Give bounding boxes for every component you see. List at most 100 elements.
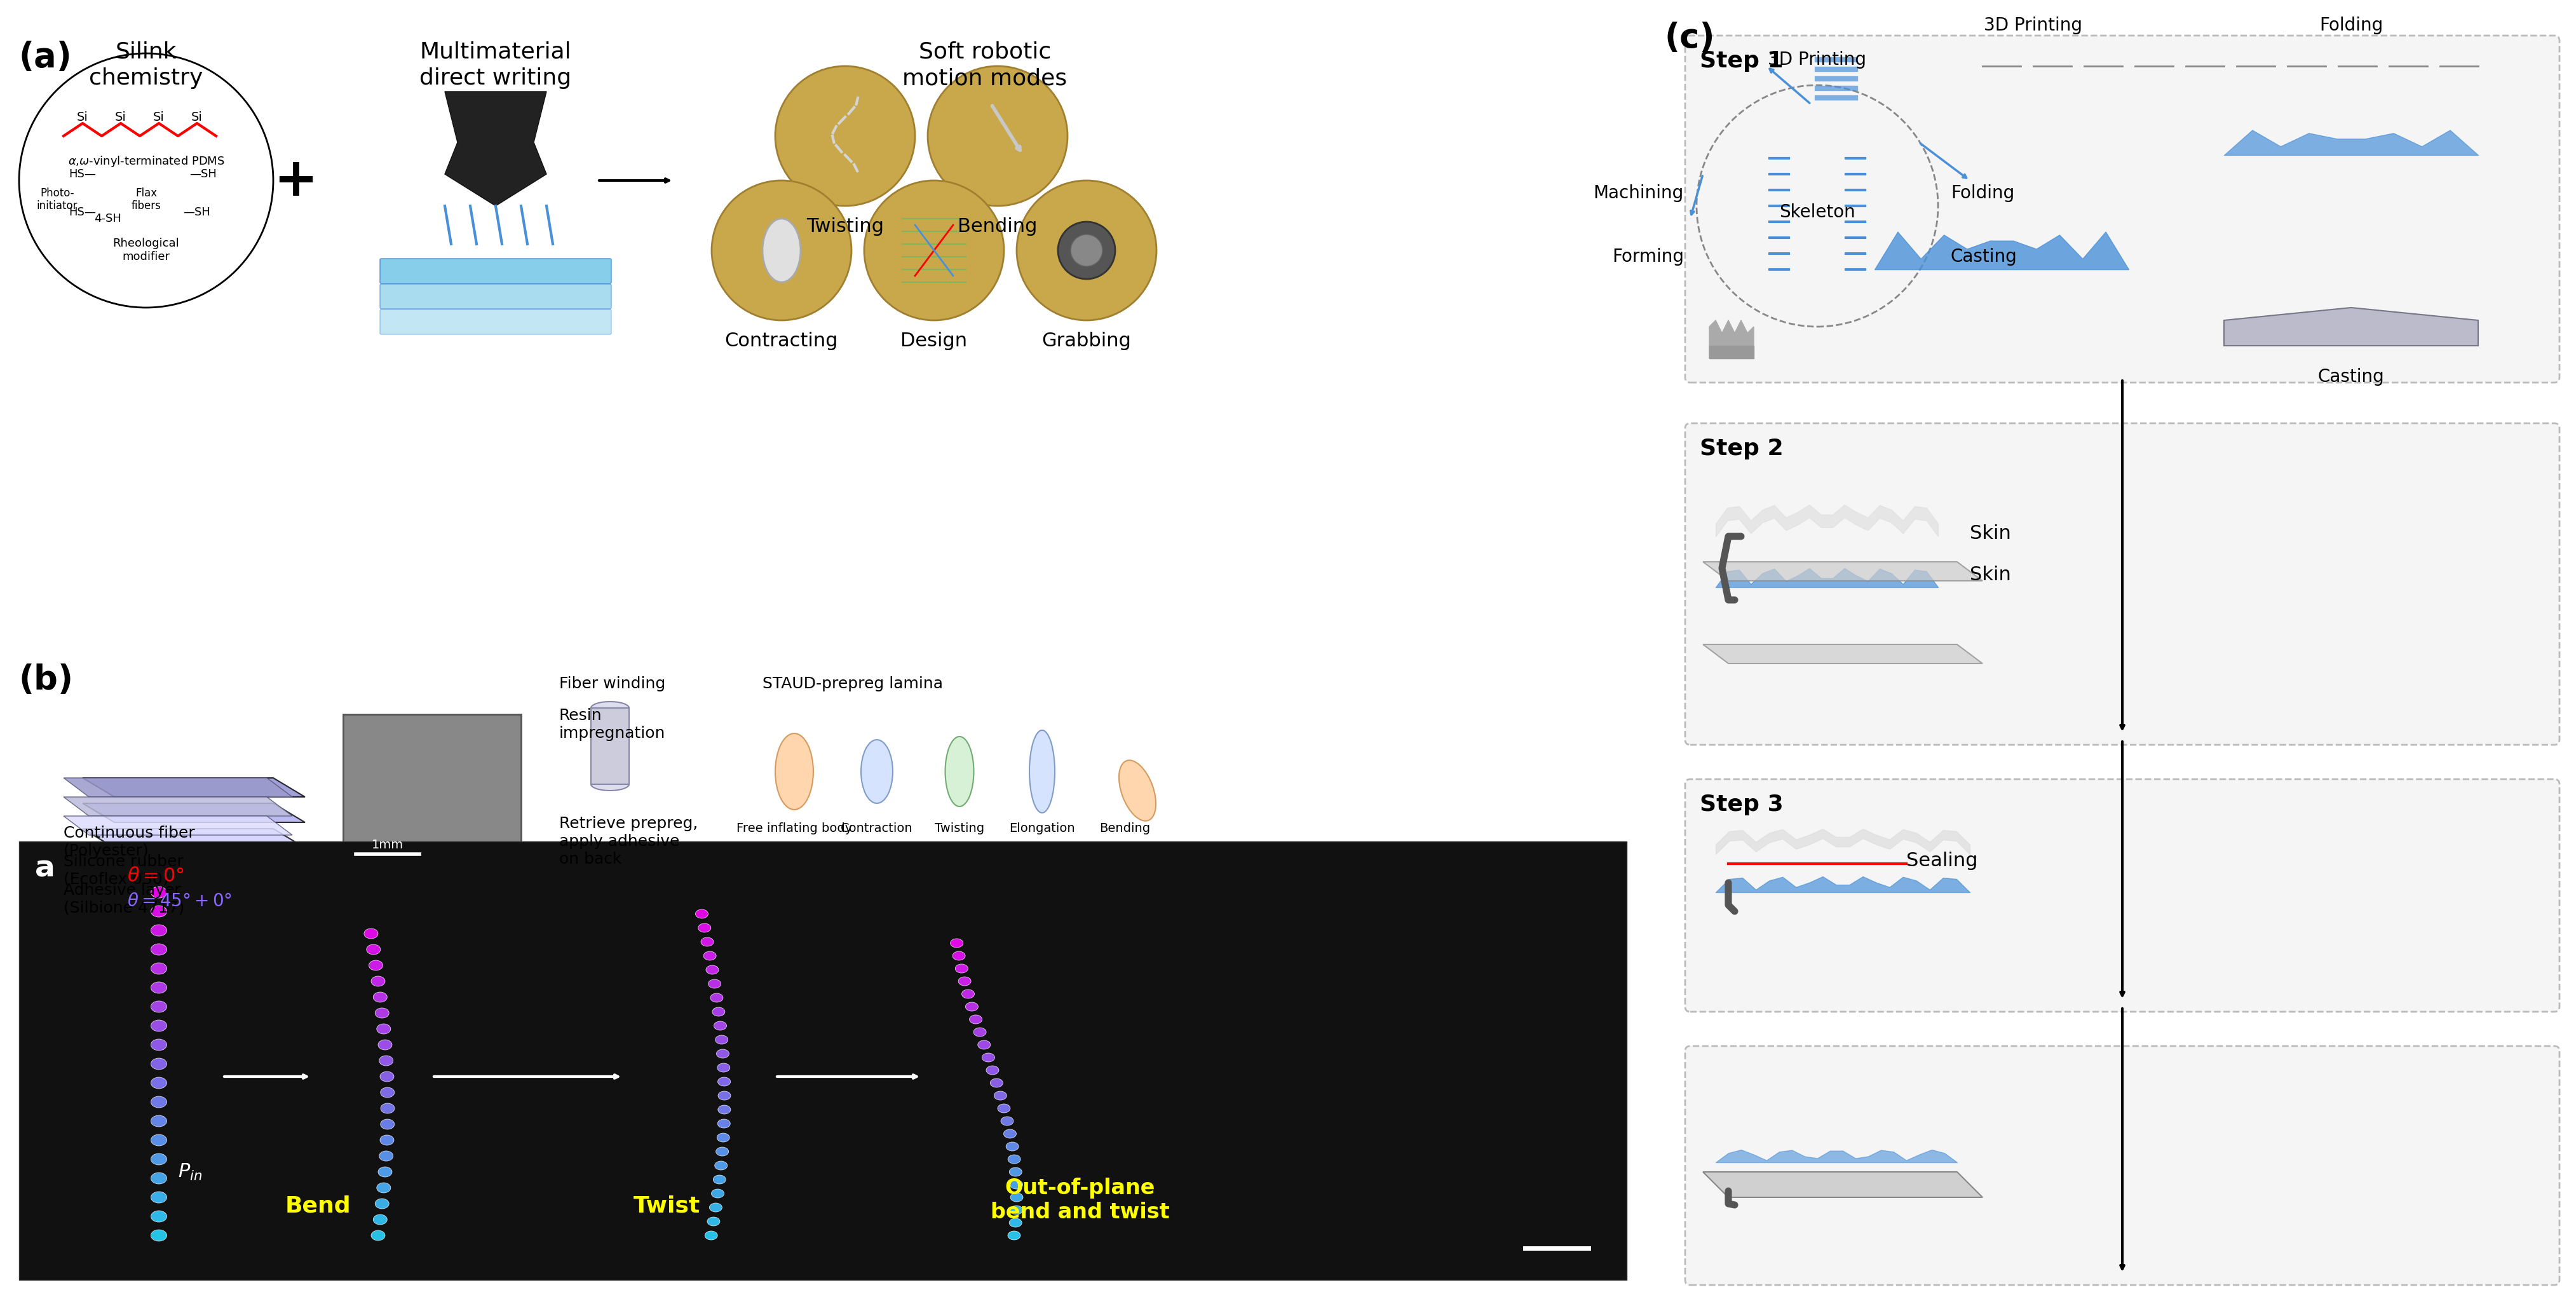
Circle shape <box>1059 222 1115 279</box>
Text: Retrieve prepreg,
apply adhesive
on back: Retrieve prepreg, apply adhesive on back <box>559 816 698 866</box>
Ellipse shape <box>775 734 814 809</box>
Ellipse shape <box>379 1151 394 1161</box>
Text: (c): (c) <box>1664 22 1716 55</box>
Ellipse shape <box>366 944 381 955</box>
Circle shape <box>927 66 1066 207</box>
Ellipse shape <box>590 701 629 714</box>
Text: Si: Si <box>77 112 88 123</box>
Text: Silink
chemistry: Silink chemistry <box>90 40 204 90</box>
Ellipse shape <box>1002 1129 1015 1138</box>
Ellipse shape <box>969 1015 981 1024</box>
Text: (a): (a) <box>18 40 72 74</box>
Ellipse shape <box>711 1007 724 1016</box>
Ellipse shape <box>716 1147 729 1156</box>
Polygon shape <box>1703 1172 1981 1198</box>
Ellipse shape <box>379 1135 394 1146</box>
Text: Grabbing: Grabbing <box>1041 331 1131 351</box>
Ellipse shape <box>1010 1168 1023 1177</box>
Text: Elongation: Elongation <box>1010 822 1074 834</box>
Ellipse shape <box>958 977 971 986</box>
Text: Free inflating body: Free inflating body <box>737 822 853 834</box>
Ellipse shape <box>152 905 167 917</box>
Text: +: + <box>273 155 317 207</box>
Ellipse shape <box>708 979 721 989</box>
Bar <box>18 842 1625 1280</box>
Text: Step 3: Step 3 <box>1700 794 1783 816</box>
Ellipse shape <box>363 929 379 939</box>
Text: Si: Si <box>116 112 126 123</box>
Ellipse shape <box>706 1231 716 1241</box>
Text: Skin: Skin <box>1968 565 2009 583</box>
Circle shape <box>863 181 1005 321</box>
Text: Resin
impregnation: Resin impregnation <box>559 708 665 740</box>
Circle shape <box>775 66 914 207</box>
Ellipse shape <box>374 1215 386 1225</box>
Text: Step 2: Step 2 <box>1700 438 1783 460</box>
Ellipse shape <box>590 778 629 791</box>
Ellipse shape <box>152 1230 167 1241</box>
Ellipse shape <box>696 909 708 918</box>
Ellipse shape <box>381 1103 394 1113</box>
Text: 1mm: 1mm <box>371 839 404 851</box>
Ellipse shape <box>371 976 384 986</box>
Polygon shape <box>64 798 291 816</box>
Text: Bend: Bend <box>286 1195 350 1216</box>
Ellipse shape <box>762 218 801 282</box>
Text: Silicone rubber
(Ecoflex 030): Silicone rubber (Ecoflex 030) <box>64 855 183 887</box>
Ellipse shape <box>711 1189 724 1198</box>
FancyBboxPatch shape <box>379 284 611 309</box>
Ellipse shape <box>1010 1192 1023 1202</box>
Text: $\theta = 45° + 0°$: $\theta = 45° + 0°$ <box>126 892 232 911</box>
Ellipse shape <box>152 1211 167 1222</box>
FancyBboxPatch shape <box>1685 1046 2558 1285</box>
Ellipse shape <box>152 925 167 937</box>
Text: $P_{in}$: $P_{in}$ <box>178 1163 204 1182</box>
Ellipse shape <box>989 1078 1002 1087</box>
Ellipse shape <box>1007 1155 1020 1164</box>
Text: Step 1: Step 1 <box>1700 51 1783 71</box>
Text: 4-SH: 4-SH <box>95 213 121 225</box>
Ellipse shape <box>368 960 384 970</box>
Ellipse shape <box>698 924 711 933</box>
Text: Bending: Bending <box>958 217 1038 236</box>
Ellipse shape <box>152 1191 167 1203</box>
Circle shape <box>18 53 273 308</box>
Ellipse shape <box>999 1117 1012 1125</box>
Text: Photo-
initiator: Photo- initiator <box>36 187 77 212</box>
Text: Bending: Bending <box>1100 822 1149 834</box>
Bar <box>343 714 520 866</box>
Text: Casting: Casting <box>2318 368 2383 386</box>
Text: —SH: —SH <box>191 169 216 179</box>
Text: Skeleton: Skeleton <box>1780 204 1855 221</box>
Ellipse shape <box>152 1002 167 1012</box>
Ellipse shape <box>860 739 891 803</box>
Ellipse shape <box>956 964 969 973</box>
Ellipse shape <box>714 1021 726 1030</box>
Text: Design: Design <box>902 331 966 351</box>
Text: Si: Si <box>191 112 204 123</box>
Text: Fiber winding: Fiber winding <box>559 677 665 691</box>
Ellipse shape <box>376 1008 389 1018</box>
Ellipse shape <box>379 1072 394 1082</box>
Text: Skin: Skin <box>1968 523 2009 543</box>
Text: 3D Printing: 3D Printing <box>1767 51 1865 69</box>
Ellipse shape <box>1010 1205 1023 1215</box>
Text: —SH: —SH <box>183 207 211 218</box>
Ellipse shape <box>379 1056 394 1065</box>
FancyBboxPatch shape <box>1685 35 2558 383</box>
Polygon shape <box>64 816 291 835</box>
Ellipse shape <box>974 1028 987 1037</box>
Ellipse shape <box>951 939 963 947</box>
FancyBboxPatch shape <box>1685 423 2558 744</box>
Ellipse shape <box>714 1161 726 1170</box>
Ellipse shape <box>719 1077 732 1086</box>
Circle shape <box>1018 181 1157 321</box>
Polygon shape <box>82 778 304 798</box>
Ellipse shape <box>716 1120 729 1128</box>
Ellipse shape <box>945 737 974 807</box>
Polygon shape <box>64 778 291 798</box>
Ellipse shape <box>997 1104 1010 1113</box>
Ellipse shape <box>701 938 714 946</box>
Ellipse shape <box>708 1203 721 1212</box>
Text: Forming: Forming <box>1613 248 1685 266</box>
